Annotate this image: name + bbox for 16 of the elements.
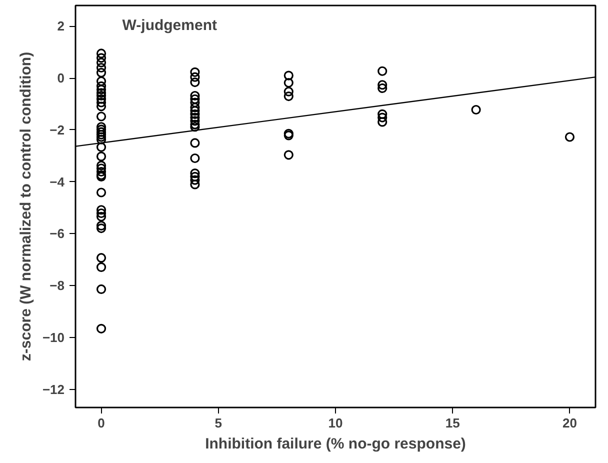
y-tick-label: −4 <box>50 174 66 190</box>
x-tick-label: 15 <box>445 416 460 430</box>
y-tick-label: −8 <box>50 278 65 294</box>
y-axis-title: z-score (W normalized to control condition) <box>17 52 34 362</box>
y-tick-label: −6 <box>50 226 65 242</box>
x-axis-title: Inhibition failure (% no-go response) <box>205 436 466 452</box>
x-tick-label: 20 <box>562 416 577 430</box>
y-tick-label: 2 <box>57 18 65 34</box>
y-tick-label: 0 <box>57 70 65 86</box>
x-tick-label: 10 <box>328 416 343 430</box>
y-tick-label: −10 <box>42 330 65 345</box>
y-tick-label: −2 <box>50 122 65 138</box>
text: W-judgement <box>122 17 217 34</box>
y-tick-label: −12 <box>42 382 65 397</box>
x-tick-label: 5 <box>214 416 222 430</box>
x-tick-label: 0 <box>98 416 105 430</box>
